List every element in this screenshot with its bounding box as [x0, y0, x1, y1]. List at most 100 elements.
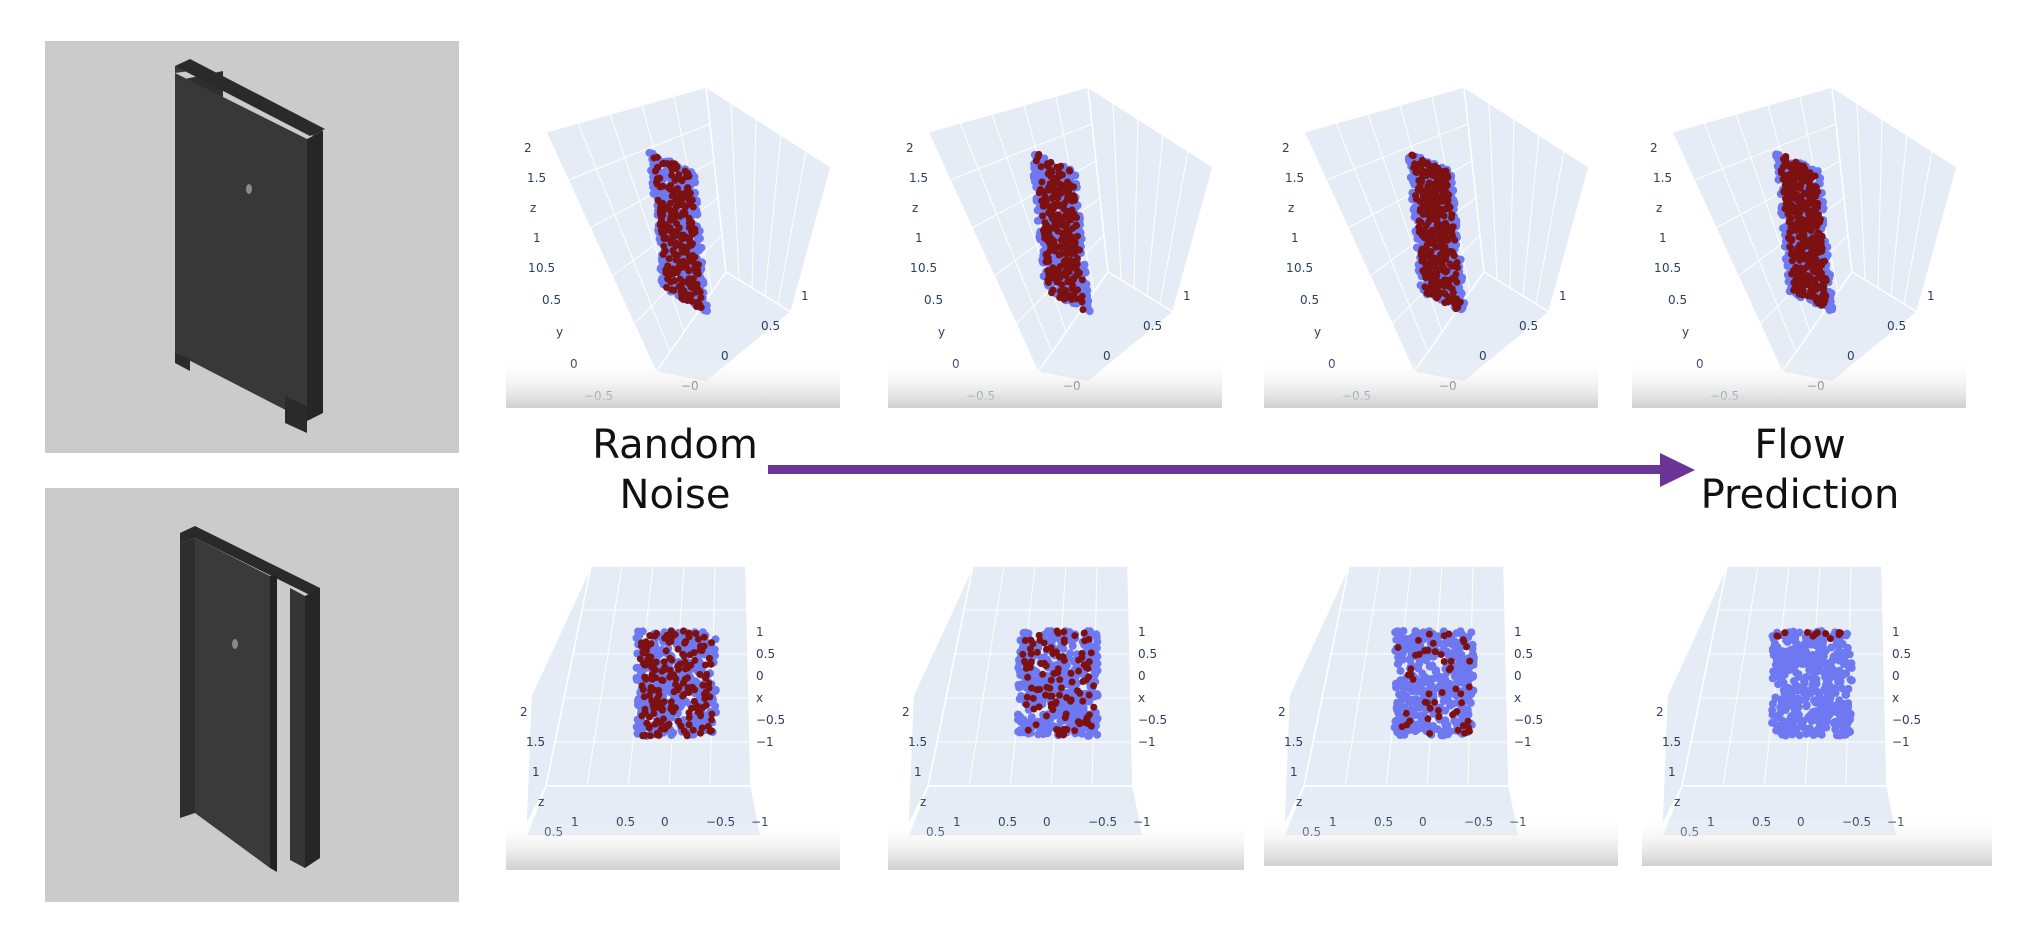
x-tick-label: 0 [1103, 349, 1111, 363]
point-red [1453, 708, 1461, 715]
point-blue [1392, 716, 1401, 725]
point-red [1441, 299, 1449, 307]
point-red [1431, 698, 1439, 706]
z-tick-label: 1.5 [1284, 735, 1303, 749]
bottom-fade [888, 820, 1244, 870]
point-red [1074, 718, 1082, 726]
point-red [646, 732, 654, 740]
point-red [708, 727, 716, 735]
point-red [657, 725, 665, 733]
point-red [672, 239, 680, 247]
point-red [1812, 183, 1819, 191]
x-tick-label: x [1138, 691, 1145, 705]
point-blue [1414, 664, 1423, 673]
point-blue [1443, 721, 1452, 730]
point-red [680, 627, 687, 635]
z-tick-label: z [1296, 795, 1302, 809]
bottom-plot-2-svg: 10.50x−0.5−121.51z0.510.50−0.5−1 [888, 565, 1244, 870]
point-red [685, 714, 693, 721]
bottom-fade [1264, 816, 1618, 866]
point-red [1415, 217, 1423, 225]
point-red [1419, 167, 1427, 175]
grid-line [586, 565, 623, 787]
point-blue [1093, 690, 1102, 699]
point-red [1816, 295, 1823, 303]
point-red [639, 649, 647, 656]
point-red [1435, 713, 1443, 721]
point-red [1808, 242, 1816, 250]
point-blue [1441, 706, 1450, 715]
point-red [667, 216, 674, 224]
point-red [696, 670, 704, 678]
point-blue [1068, 641, 1077, 650]
point-blue [632, 675, 641, 684]
point-red [705, 655, 713, 663]
y-tick-label: 1 [1286, 261, 1294, 275]
point-red [1438, 241, 1446, 249]
point-red [1423, 289, 1431, 297]
y-tick-label: 1 [1654, 261, 1662, 275]
point-red [1425, 690, 1433, 698]
point-blue [1071, 171, 1080, 180]
point-red [1047, 676, 1055, 684]
x-tick-label: 0.5 [1892, 647, 1911, 661]
bottom-plot-3: 10.50x−0.5−121.51z0.510.50−0.5−1 [1264, 536, 1618, 866]
x-tick-label: −0.5 [1892, 713, 1921, 727]
point-blue [1427, 681, 1436, 690]
point-blue [1015, 683, 1024, 692]
grid-line [1146, 134, 1164, 297]
point-red [1807, 262, 1815, 270]
point-red [1049, 286, 1057, 294]
point-red [1787, 250, 1795, 258]
point-red [1022, 701, 1030, 709]
z-tick-label: z [920, 795, 926, 809]
point-red [1070, 192, 1078, 200]
flow-prediction-line-2: Prediction [1700, 472, 1900, 518]
point-red [1419, 210, 1427, 218]
point-red [1075, 667, 1083, 675]
point-red [1464, 717, 1472, 725]
point-red [662, 269, 670, 277]
point-red [1087, 649, 1095, 657]
point-red [1021, 637, 1029, 644]
point-blue [1394, 709, 1403, 718]
point-red [687, 291, 695, 299]
point-red [1029, 640, 1037, 648]
point-red [642, 675, 650, 683]
point-blue [1021, 628, 1030, 637]
point-red [1813, 222, 1821, 230]
point-red [1426, 263, 1433, 271]
point-red [1090, 682, 1097, 690]
point-red [708, 710, 716, 718]
point-red [1438, 689, 1446, 696]
point-blue [1831, 684, 1840, 693]
point-blue [1407, 706, 1416, 714]
point-red [705, 684, 713, 692]
x-tick-label: 0 [1514, 669, 1522, 683]
point-red [1440, 658, 1448, 665]
point-red [1026, 663, 1034, 671]
point-red [1023, 693, 1031, 701]
point-red [1452, 305, 1460, 313]
point-blue [1443, 639, 1451, 648]
point-red [1433, 221, 1441, 229]
point-red [1069, 276, 1077, 284]
point-red [1421, 698, 1429, 706]
point-red [689, 258, 697, 266]
point-red [1065, 215, 1072, 223]
point-red [1802, 202, 1810, 210]
point-blue [1458, 709, 1467, 718]
point-red [1036, 636, 1044, 644]
point-red [1792, 221, 1800, 229]
z-tick-label: z [1656, 201, 1662, 215]
x-tick-label: 0 [1138, 669, 1146, 683]
point-red [671, 160, 679, 168]
point-red [1057, 236, 1065, 244]
point-red [1448, 285, 1456, 293]
point-red [694, 635, 702, 643]
point-blue [1454, 284, 1463, 293]
point-red [1431, 202, 1439, 210]
x-tick-label: −0.5 [756, 713, 785, 727]
point-red [660, 658, 668, 666]
point-red [661, 247, 669, 255]
